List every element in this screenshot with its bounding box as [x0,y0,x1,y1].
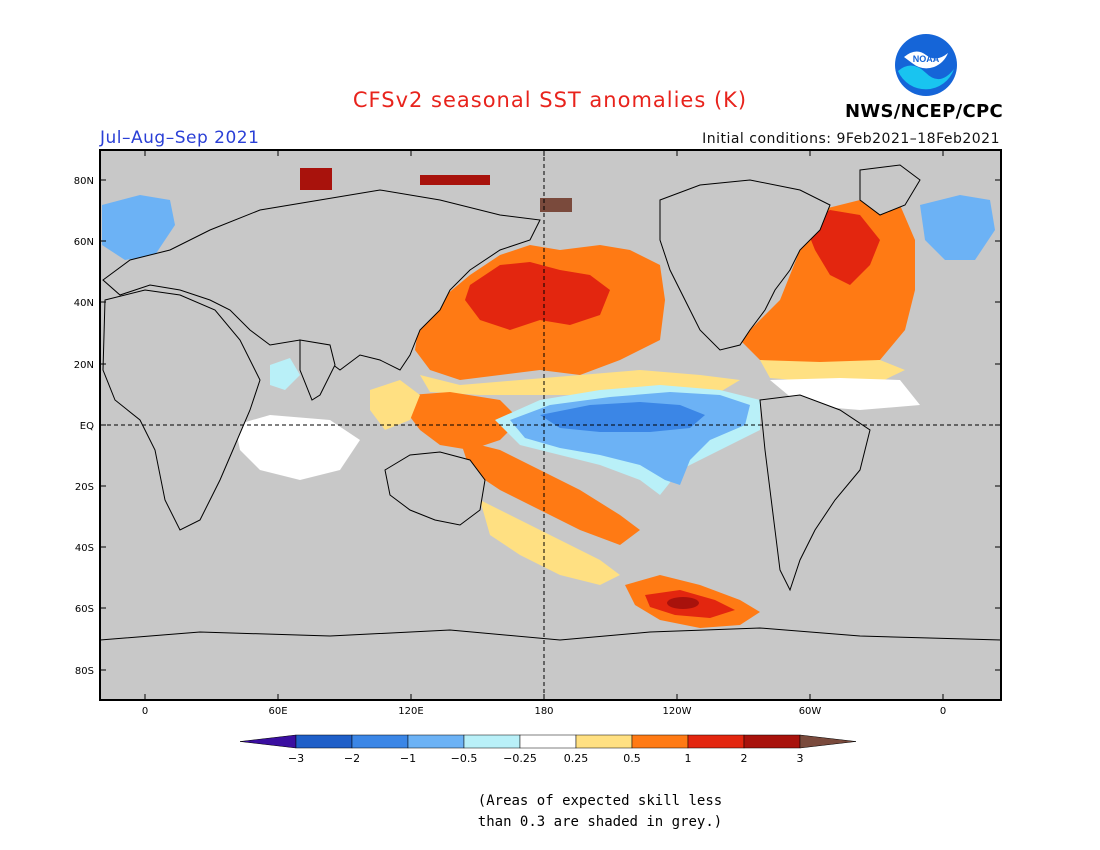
lat-label-60s: 60S [75,604,94,615]
south-pacific-warm-band [460,440,640,545]
lat-label-80n: 80N [74,176,94,187]
arabian-sea-cold [270,358,300,390]
greenland-outline [859,164,921,216]
lat-label-40s: 40S [75,543,94,554]
lon-label-120e: 120E [398,706,423,717]
indian-ocean-yellow-patch [370,380,420,430]
eurasia-outline [102,189,541,371]
australia-outline [384,451,486,526]
lon-label-0-west: 0 [142,706,148,717]
agency-label: NWS/NCEP/CPC [844,101,1003,122]
logo-text: NOAA [913,54,940,64]
latitude-axis: 80N 60N 40N 20N EQ 20S 40S 60S 80S [74,176,1001,677]
longitude-axis: 0 60E 120E 180 120W 60W 0 [142,150,946,717]
forecast-period: Jul–Aug–Sep 2021 [100,128,260,148]
south-pacific-yellow-band [480,500,620,585]
lon-label-60e: 60E [268,706,287,717]
indian-ocean-neutral [235,415,360,480]
skill-note: (Areas of expected skill less than 0.3 a… [440,791,760,833]
lat-label-60n: 60N [74,237,94,248]
north-atlantic-cold-patch-west [102,195,175,260]
skill-note-line-2: than 0.3 are shaded in grey.) [477,814,723,830]
skill-note-line-1: (Areas of expected skill less [477,793,723,809]
initial-conditions: Initial conditions: 9Feb2021–18Feb2021 [702,131,1000,147]
lon-label-180: 180 [534,706,553,717]
antarctica-outline [99,627,1002,701]
lon-label-0-east: 0 [940,706,946,717]
west-pacific-warm-anomaly [405,392,520,450]
tropical-atlantic-yellow [760,360,905,382]
south-america-outline [759,394,871,592]
arctic-strong-patch-2 [300,168,332,190]
lon-label-120w: 120W [663,706,692,717]
lat-label-40n: 40N [74,298,94,309]
north-pacific-strong-anomaly [465,262,610,330]
africa-outline [102,289,261,531]
lat-label-eq: EQ [80,421,94,432]
noaa-logo: NOAA [895,34,957,96]
lon-label-60w: 60W [799,706,822,717]
north-atlantic-cold-patch-east [920,195,995,260]
lat-label-20s: 20S [75,482,94,493]
southern-ocean-core [667,597,699,609]
lat-label-20n: 20N [74,360,94,371]
lat-label-80s: 80S [75,666,94,677]
arctic-extreme-patch [540,198,572,212]
continents [99,164,1002,701]
map-title: CFSv2 seasonal SST anomalies (K) [352,88,748,112]
north-atlantic-strong-anomaly [805,210,880,285]
india-outline [299,339,336,401]
arctic-strong-patch-1 [420,175,490,185]
north-america-outline [659,179,831,351]
